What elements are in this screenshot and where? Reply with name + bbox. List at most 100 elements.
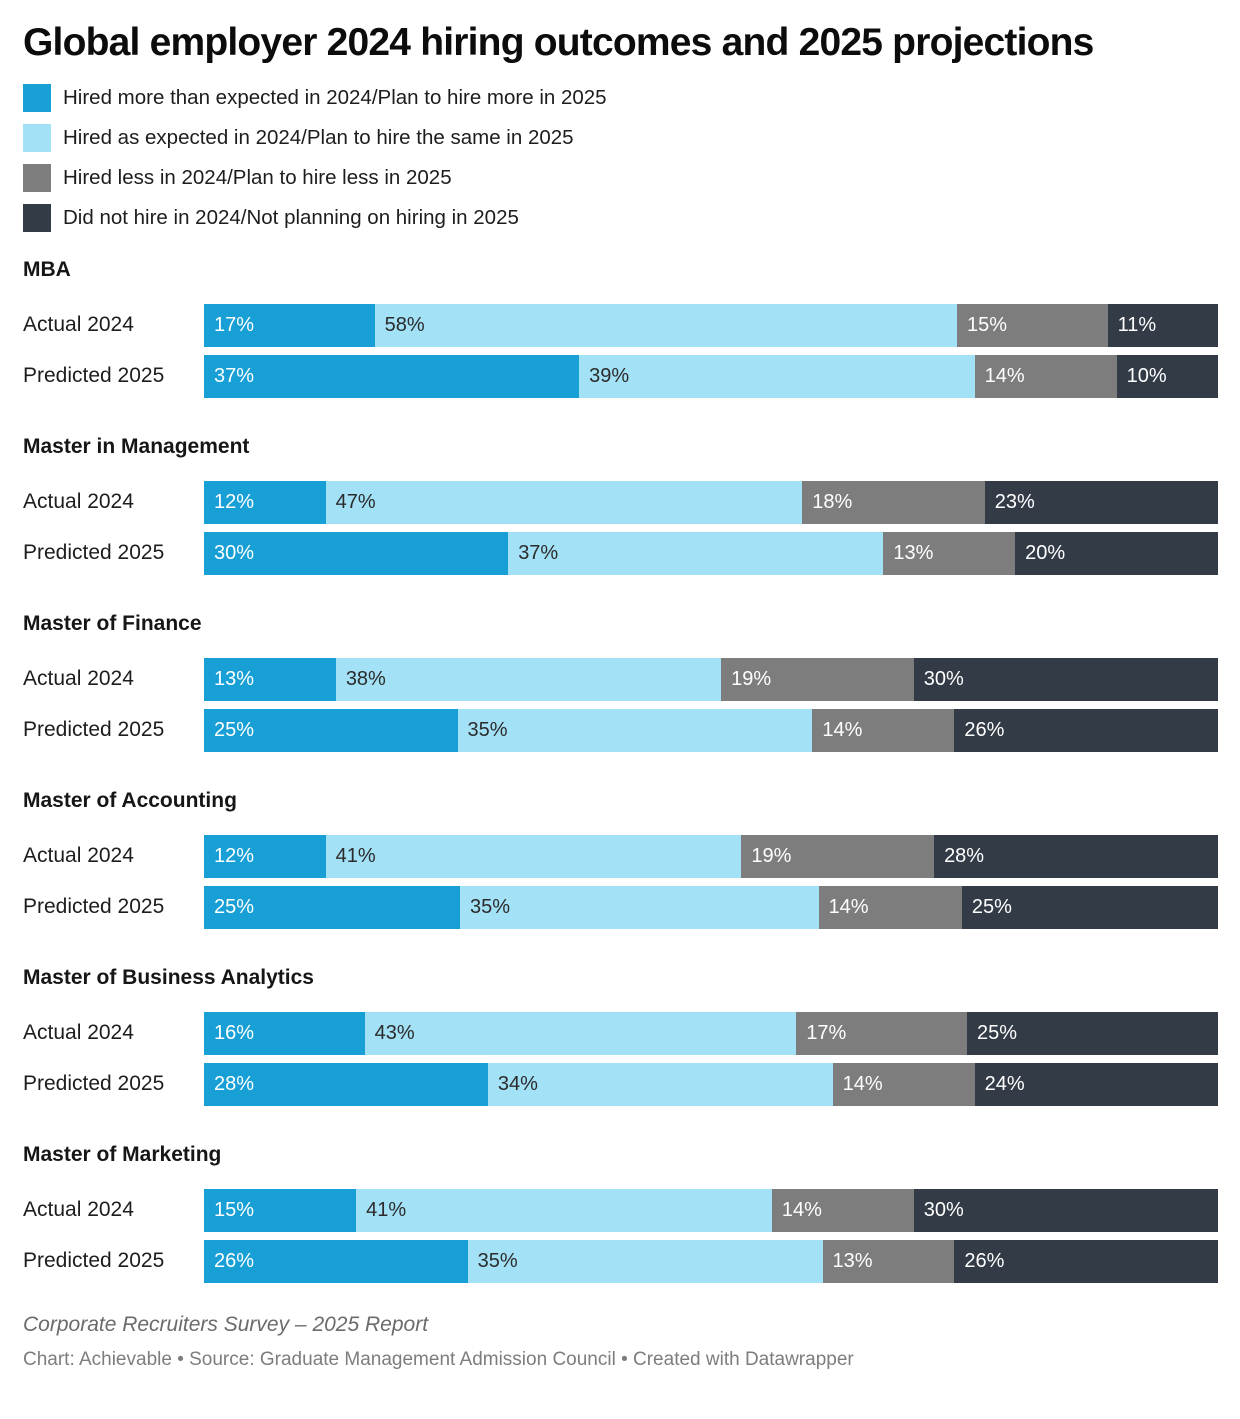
- bar-row: Predicted 2025 30% 37% 13% 20%: [23, 531, 1218, 575]
- bar-segment: 25%: [204, 708, 458, 752]
- bar-track: 30% 37% 13% 20%: [204, 531, 1218, 575]
- segment-value-label: 37%: [518, 541, 559, 564]
- segment-value-label: 28%: [214, 1072, 255, 1095]
- bar-segment: 37%: [508, 531, 884, 575]
- bar-segment: 26%: [954, 1239, 1218, 1283]
- bar-segment: 17%: [204, 303, 375, 347]
- chart-body: MBA Actual 2024 17% 58% 15% 11% Predicted 2025…: [23, 258, 1218, 1283]
- bar-track: 28% 34% 14% 24%: [204, 1062, 1218, 1106]
- bar-segment: 17%: [796, 1011, 967, 1055]
- segment-value-label: 15%: [966, 313, 1007, 336]
- segment-value-label: 25%: [976, 1021, 1018, 1044]
- program-group: Master of Business Analytics Actual 2024 1…: [23, 966, 1218, 1106]
- bar-segment: 13%: [204, 657, 336, 701]
- legend-label: Hired more than expected in 2024/Plan to…: [63, 85, 607, 109]
- bar-segment: 15%: [956, 303, 1108, 347]
- segment-value-label: 11%: [1117, 313, 1157, 336]
- byline: Chart: Achievable • Source: Graduate Man…: [23, 1348, 854, 1370]
- bar-segment: 25%: [966, 1011, 1218, 1055]
- bar-segment: 11%: [1107, 303, 1218, 347]
- bar-segment: 28%: [204, 1062, 488, 1106]
- segment-value-label: 14%: [822, 718, 863, 741]
- row-label: Predicted 2025: [23, 364, 165, 388]
- bar-row: Predicted 2025 37% 39% 14% 10%: [23, 354, 1218, 398]
- legend-swatch: [23, 163, 51, 192]
- row-label: Predicted 2025: [23, 1072, 165, 1096]
- segment-value-label: 18%: [812, 490, 853, 513]
- bar-segment: 12%: [204, 834, 326, 878]
- segment-value-label: 13%: [893, 541, 934, 564]
- row-label: Predicted 2025: [23, 1249, 165, 1273]
- row-label: Predicted 2025: [23, 718, 165, 742]
- segment-value-label: 13%: [832, 1249, 873, 1272]
- legend-label: Hired as expected in 2024/Plan to hire t…: [63, 125, 574, 149]
- segment-value-label: 41%: [366, 1198, 407, 1221]
- bar-segment: 14%: [771, 1188, 914, 1232]
- segment-value-label: 19%: [731, 667, 772, 690]
- segment-value-label: 58%: [384, 313, 425, 336]
- bar-segment: 19%: [741, 834, 935, 878]
- legend-swatch: [23, 203, 51, 232]
- bar-row: Predicted 2025 28% 34% 14% 24%: [23, 1062, 1218, 1106]
- legend-item: Hired less in 2024/Plan to hire less in …: [23, 163, 1218, 192]
- segment-value-label: 14%: [984, 364, 1025, 387]
- group-title: Master of Finance: [23, 611, 202, 635]
- segment-value-label: 47%: [335, 490, 376, 513]
- bar-segment: 35%: [460, 885, 819, 929]
- footnote: Corporate Recruiters Survey – 2025 Repor…: [23, 1312, 429, 1336]
- row-label: Predicted 2025: [23, 895, 165, 919]
- bar-segment: 14%: [818, 885, 962, 929]
- bar-segment: 43%: [364, 1011, 797, 1055]
- bar-track: 17% 58% 15% 11%: [204, 303, 1218, 347]
- segment-value-label: 37%: [214, 364, 255, 387]
- bar-segment: 25%: [204, 885, 461, 929]
- row-label: Actual 2024: [23, 490, 134, 514]
- program-group: Master of Marketing Actual 2024 15% 41% 14% 3…: [23, 1143, 1218, 1283]
- segment-value-label: 41%: [335, 844, 376, 867]
- row-label: Actual 2024: [23, 1021, 134, 1045]
- bar-row: Actual 2024 12% 41% 19% 28%: [23, 834, 1218, 878]
- group-title: Master of Accounting: [23, 788, 237, 812]
- legend-label: Hired less in 2024/Plan to hire less in …: [63, 165, 452, 189]
- bar-row: Predicted 2025 25% 35% 14% 25%: [23, 885, 1218, 929]
- legend-label: Did not hire in 2024/Not planning on hir…: [63, 205, 519, 229]
- bar-segment: 34%: [487, 1062, 833, 1106]
- bar-track: 25% 35% 14% 25%: [204, 885, 1218, 929]
- legend-item: Did not hire in 2024/Not planning on hir…: [23, 203, 1218, 232]
- segment-value-label: 43%: [374, 1021, 415, 1044]
- segment-value-label: 17%: [214, 313, 255, 336]
- segment-value-label: 14%: [828, 895, 869, 918]
- bar-track: 26% 35% 13% 26%: [204, 1239, 1218, 1283]
- segment-value-label: 26%: [964, 718, 1005, 741]
- segment-value-label: 12%: [214, 844, 255, 867]
- bar-segment: 58%: [374, 303, 957, 347]
- segment-value-label: 25%: [971, 895, 1012, 918]
- group-title: Master of Business Analytics: [23, 965, 314, 989]
- bar-track: 25% 35% 14% 26%: [204, 708, 1218, 752]
- bar-segment: 30%: [913, 1188, 1218, 1232]
- row-label: Actual 2024: [23, 313, 134, 337]
- row-label: Actual 2024: [23, 1198, 134, 1222]
- bar-segment: 18%: [802, 480, 985, 524]
- bar-segment: 38%: [335, 657, 722, 701]
- bar-segment: 47%: [325, 480, 803, 524]
- row-label: Actual 2024: [23, 844, 134, 868]
- segment-value-label: 38%: [345, 667, 386, 690]
- group-title: MBA: [23, 257, 71, 281]
- bar-segment: 20%: [1015, 531, 1218, 575]
- bar-track: 15% 41% 14% 30%: [204, 1188, 1218, 1232]
- bar-segment: 19%: [721, 657, 914, 701]
- segment-value-label: 17%: [806, 1021, 847, 1044]
- segment-value-label: 25%: [214, 895, 255, 918]
- segment-value-label: 15%: [214, 1198, 255, 1221]
- segment-value-label: 39%: [589, 364, 630, 387]
- bar-segment: 24%: [974, 1062, 1218, 1106]
- segment-value-label: 35%: [470, 895, 511, 918]
- legend-swatch: [23, 123, 51, 152]
- chart-title: Global employer 2024 hiring outcomes and…: [23, 21, 1094, 64]
- bar-segment: 35%: [457, 708, 813, 752]
- program-group: MBA Actual 2024 17% 58% 15% 11% Predicted 2025…: [23, 258, 1218, 398]
- bar-row: Predicted 2025 25% 35% 14% 26%: [23, 708, 1218, 752]
- segment-value-label: 28%: [944, 844, 985, 867]
- bar-track: 37% 39% 14% 10%: [204, 354, 1218, 398]
